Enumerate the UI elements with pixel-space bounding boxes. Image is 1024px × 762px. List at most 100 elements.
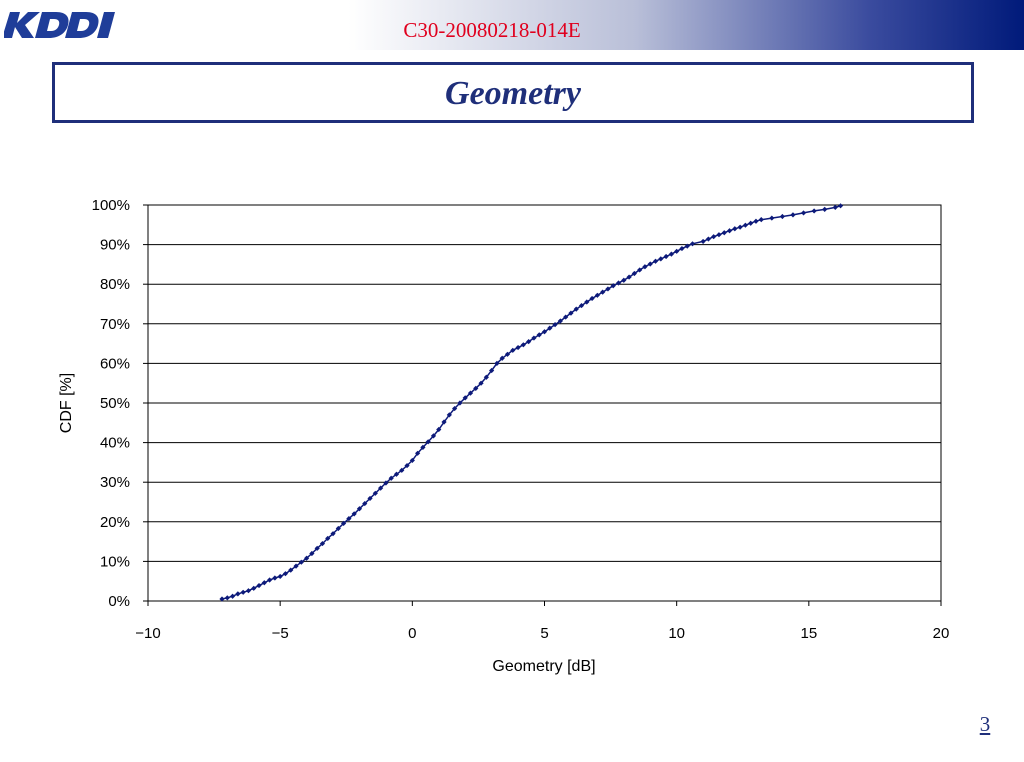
data-point [298,559,304,565]
data-point [436,426,442,433]
data-point [652,258,659,264]
data-point [457,400,463,406]
data-point [288,567,294,573]
data-point [758,217,764,223]
data-point [430,433,437,439]
data-point [769,215,775,221]
data-point [224,595,230,601]
x-tick-label: −5 [272,625,289,642]
data-point [700,238,706,245]
data-point [610,283,616,289]
data-point [415,450,421,456]
x-tick-label: 5 [540,625,548,642]
data-point [647,261,653,267]
y-axis-ticks: 0% 10% 20% 30% 40% 50% 60% 70% 80% 90% 100% [92,197,148,610]
data-point [626,274,632,280]
y-tick-label: 30% [100,474,130,491]
data-point [737,224,743,230]
data-point [489,367,495,374]
data-point [689,241,696,247]
x-tick-label: 15 [800,625,817,642]
data-point [732,226,738,232]
data-point [341,520,347,526]
data-point [473,385,479,391]
data-point [362,500,368,507]
data-point [584,299,590,305]
data-point [674,248,680,254]
y-axis-title: CDF [%] [58,373,75,433]
data-point [753,218,759,224]
series-geometry-cdf [219,203,844,602]
data-point [605,286,611,292]
data-point [531,335,537,341]
data-point [356,506,363,512]
data-point [277,573,283,580]
data-point [520,342,526,348]
grid [148,244,941,562]
data-point [425,439,431,445]
data-point [568,310,574,316]
x-axis-title: Geometry [dB] [492,658,595,675]
data-point [822,206,828,212]
data-point [309,550,315,557]
y-tick-label: 90% [100,237,130,254]
data-point [452,405,458,412]
data-point [547,325,553,331]
data-point [779,213,785,220]
y-tick-label: 10% [100,553,130,570]
data-point [245,588,252,594]
data-point [615,280,622,286]
data-point [721,230,727,236]
data-point [399,467,405,473]
data-point [319,540,326,547]
data-point [282,571,289,577]
data-point [526,339,532,345]
data-point [837,203,844,209]
data-point [541,329,548,335]
data-point [515,344,521,351]
data-point [467,390,474,396]
y-tick-label: 80% [100,276,130,293]
data-point [504,351,511,357]
data-point [499,355,505,361]
data-point [378,485,384,491]
y-tick-label: 100% [92,197,130,214]
data-point [388,475,394,481]
data-point [578,302,585,309]
data-point [631,270,637,277]
data-point [716,232,722,238]
data-point [742,222,748,228]
series-line [221,205,841,600]
data-point [711,234,717,240]
page-number[interactable]: 3 [979,712,991,736]
data-point [314,545,320,551]
data-point [404,462,410,469]
data-point [790,212,796,218]
document-id: C30-20080218-014E [403,18,581,42]
data-point [266,577,273,583]
data-point [229,593,236,599]
slide-title-box: Geometry [52,62,974,123]
x-axis-ticks: −10 −5 0 5 10 15 20 [135,601,949,642]
data-point [483,374,489,380]
data-point [393,471,400,477]
data-point [351,511,357,517]
y-tick-label: 0% [108,593,130,610]
data-point [726,228,733,234]
data-point [510,347,516,353]
data-point [325,535,331,542]
x-tick-label: 20 [933,625,950,642]
data-point [668,251,674,257]
data-point [383,480,389,486]
data-point [367,495,373,502]
data-point [441,419,447,425]
data-point [235,591,241,597]
y-tick-label: 60% [100,355,130,372]
data-point [462,395,468,401]
data-point [251,585,257,591]
x-tick-label: 10 [668,625,685,642]
y-tick-label: 20% [100,514,130,531]
data-point [658,256,664,262]
data-point [293,563,299,569]
